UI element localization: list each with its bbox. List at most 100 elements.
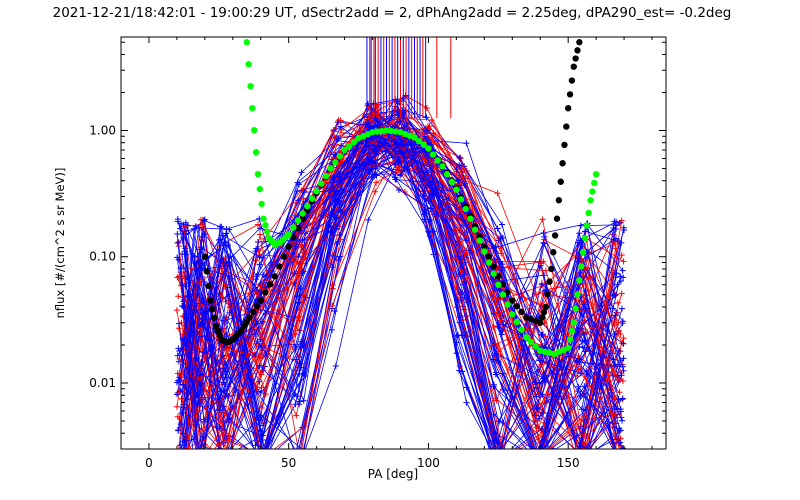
plus-marker — [536, 456, 542, 462]
plus-marker — [490, 383, 497, 390]
plus-marker — [252, 276, 259, 283]
plus-marker — [494, 456, 500, 462]
plus-marker — [616, 361, 623, 368]
plus-marker — [616, 456, 622, 462]
plus-marker — [580, 330, 587, 337]
plus-marker — [398, 141, 405, 148]
x-axis: 0 50 100 150 — [145, 37, 653, 470]
green-fit-point — [471, 226, 479, 233]
plus-marker — [533, 393, 540, 400]
plus-marker — [198, 456, 204, 462]
plus-marker — [490, 456, 496, 462]
plus-marker — [618, 456, 624, 462]
spectrum-line — [186, 131, 625, 449]
plus-marker — [496, 456, 502, 462]
plus-marker — [199, 449, 205, 455]
plus-marker — [455, 332, 462, 339]
green-fit-point — [260, 215, 267, 222]
y-tick-label: 0.01 — [89, 376, 116, 390]
plus-marker — [456, 239, 463, 246]
plus-marker — [399, 149, 406, 156]
spectrum-line — [186, 125, 624, 449]
plus-marker — [494, 456, 500, 462]
plus-marker — [174, 231, 181, 238]
plus-marker — [535, 456, 541, 462]
plus-marker — [619, 267, 626, 274]
plus-marker — [462, 237, 469, 244]
plus-marker — [616, 376, 623, 383]
plus-marker — [263, 456, 269, 462]
green-fit-point — [499, 291, 507, 298]
plus-marker — [395, 160, 402, 167]
plus-marker — [367, 104, 374, 111]
plus-marker — [329, 174, 336, 181]
plus-marker — [180, 221, 187, 228]
plus-marker — [491, 256, 498, 263]
plus-marker — [494, 439, 501, 446]
plus-marker — [258, 456, 264, 462]
plus-marker — [191, 456, 197, 462]
plus-marker — [620, 274, 627, 281]
plus-marker — [220, 256, 227, 263]
plus-marker — [455, 253, 462, 260]
plus-marker — [190, 254, 197, 261]
plus-marker — [575, 352, 582, 359]
plus-marker — [372, 165, 379, 172]
black-fit-point — [262, 289, 269, 296]
plus-marker — [299, 456, 305, 462]
plus-marker — [335, 257, 342, 264]
plus-marker — [537, 456, 543, 462]
spectrum-line — [185, 120, 614, 449]
plus-marker — [299, 456, 305, 462]
plus-marker — [534, 456, 540, 462]
plus-marker — [252, 331, 259, 338]
plus-marker — [199, 320, 206, 327]
plus-marker — [200, 456, 206, 462]
green-fit-point — [247, 83, 254, 90]
black-fit-point — [557, 178, 564, 185]
green-fit-point — [264, 228, 271, 235]
spectrum-line — [180, 139, 616, 449]
green-fit-point — [462, 205, 469, 213]
plus-marker — [496, 456, 502, 462]
plus-marker — [197, 456, 203, 462]
plus-marker — [539, 216, 546, 223]
plus-marker — [619, 456, 625, 462]
plus-marker — [577, 269, 584, 276]
plus-marker — [535, 456, 541, 462]
x-axis-label: PA [deg] — [368, 467, 418, 481]
plus-marker — [338, 177, 345, 184]
plus-marker — [259, 254, 266, 261]
plus-marker — [533, 456, 539, 462]
plus-marker — [260, 456, 266, 462]
green-fit-point — [299, 210, 306, 217]
plus-marker — [217, 236, 224, 243]
black-fit-point — [544, 291, 551, 298]
plus-marker — [300, 342, 307, 349]
plus-marker — [252, 442, 259, 449]
plus-marker — [614, 309, 621, 316]
green-fit-point — [564, 344, 572, 351]
plus-marker — [183, 456, 189, 462]
spectrum-line — [177, 108, 615, 431]
plus-marker — [534, 456, 540, 462]
plus-marker — [220, 379, 227, 386]
plus-marker — [254, 384, 261, 391]
black-fit-point — [568, 77, 576, 84]
plus-marker — [459, 368, 466, 375]
plus-marker — [179, 302, 186, 309]
plus-marker — [257, 451, 263, 457]
plus-marker — [500, 456, 506, 462]
plus-marker — [258, 456, 264, 462]
black-fit-point — [290, 234, 297, 241]
spectrum-line — [176, 143, 620, 449]
plus-marker — [619, 445, 626, 449]
plus-marker — [333, 197, 340, 204]
plus-marker — [175, 293, 182, 300]
plus-marker — [195, 451, 201, 457]
spectrum-line — [179, 94, 623, 392]
black-fit-point — [559, 160, 566, 167]
plus-marker — [493, 312, 500, 319]
plus-marker — [577, 222, 584, 229]
plus-marker — [227, 456, 233, 462]
